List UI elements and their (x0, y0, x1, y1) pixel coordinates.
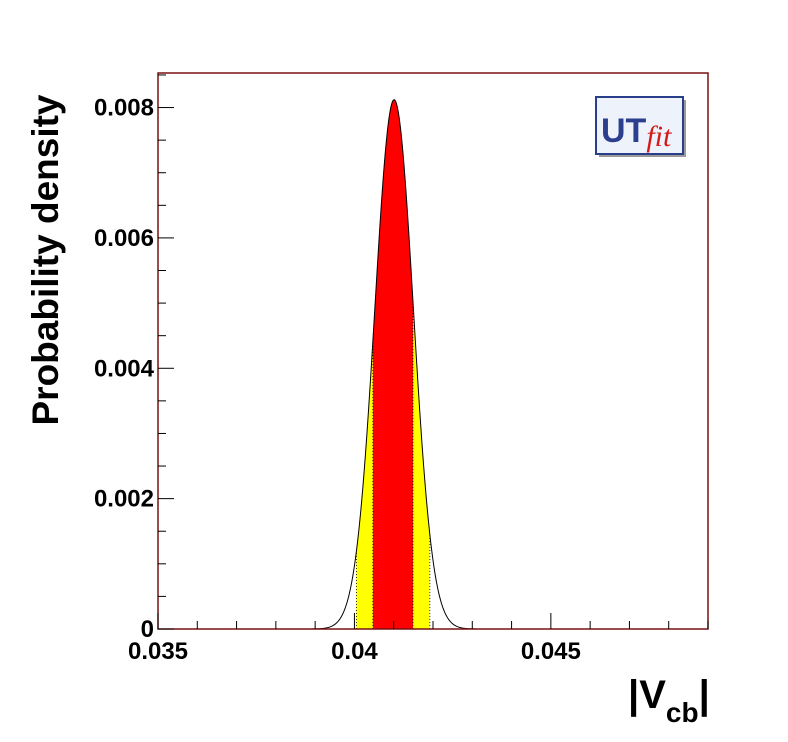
y-tick-label: 0.002 (94, 486, 154, 513)
x-axis-title-subscript: cb (666, 697, 699, 728)
utfit-logo: UTfit (595, 96, 686, 157)
y-tick-label: 0.004 (94, 355, 155, 382)
y-axis-title: Probability density (25, 94, 66, 425)
x-axis-title-close: | (699, 673, 710, 717)
x-tick-label: 0.045 (521, 638, 581, 665)
x-tick-label: 0.04 (331, 638, 378, 665)
y-tick-label: 0 (141, 616, 154, 643)
y-tick-label: 0.008 (94, 95, 154, 122)
logo-main-text: UT (601, 112, 647, 150)
x-axis-title-base: |V (628, 673, 666, 717)
credible-regions (356, 99, 430, 630)
x-axis-title: |Vcb| (628, 673, 710, 728)
y-axis-ticks: 0 0.002 0.004 0.006 0.008 (94, 74, 174, 643)
logo-accent-text: fit (646, 120, 672, 153)
svg-text:|Vcb|: |Vcb| (628, 673, 710, 728)
y-tick-label: 0.006 (94, 225, 154, 252)
x-axis-ticks: 0.035 0.04 0.045 (128, 613, 709, 665)
svg-text:UTfit: UTfit (601, 112, 672, 153)
region-boundaries (355, 301, 431, 629)
density-curve (297, 99, 491, 630)
region-68pct (372, 99, 413, 630)
x-tick-label: 0.035 (128, 638, 188, 665)
